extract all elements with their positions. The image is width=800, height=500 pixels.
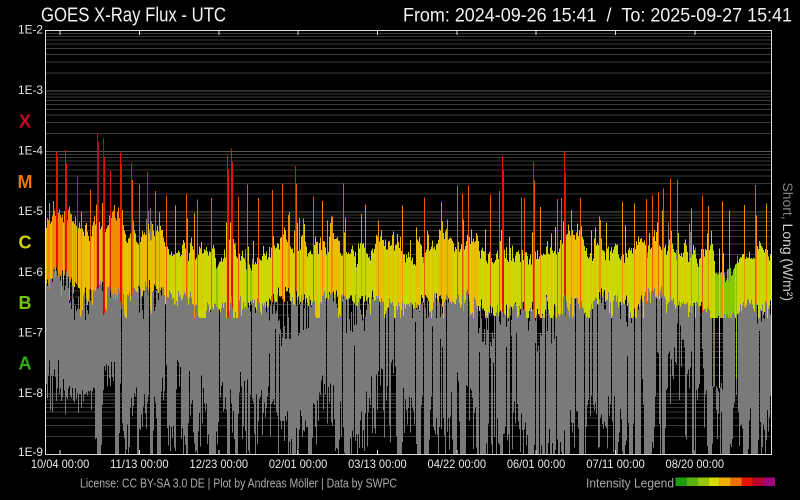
svg-text:GOES X-Ray Flux - UTC: GOES X-Ray Flux - UTC	[41, 5, 226, 27]
svg-text:02/01 00:00: 02/01 00:00	[269, 457, 328, 471]
svg-text:1E-7: 1E-7	[18, 325, 43, 339]
svg-text:From: 2024-09-26 15:41 / To:: From: 2024-09-26 15:41 / To: 2025-09-27 …	[403, 5, 792, 27]
svg-text:1E-4: 1E-4	[18, 144, 43, 158]
svg-text:1E-5: 1E-5	[18, 204, 43, 218]
svg-text:03/13 00:00: 03/13 00:00	[348, 457, 407, 471]
svg-text:C: C	[19, 233, 32, 253]
svg-text:10/04 00:00: 10/04 00:00	[31, 457, 90, 471]
svg-text:1E-9: 1E-9	[18, 445, 43, 459]
svg-text:X: X	[19, 111, 31, 131]
svg-text:04/22 00:00: 04/22 00:00	[428, 457, 487, 471]
svg-text:1E-8: 1E-8	[18, 386, 43, 400]
svg-text:08/20 00:00: 08/20 00:00	[666, 457, 725, 471]
svg-text:11/13 00:00: 11/13 00:00	[110, 457, 169, 471]
svg-text:License: CC BY-SA 3.0 DE | Plo: License: CC BY-SA 3.0 DE | Plot by Andre…	[80, 477, 397, 491]
svg-text:1E-6: 1E-6	[18, 265, 43, 279]
svg-text:07/11 00:00: 07/11 00:00	[586, 457, 645, 471]
svg-text:Short, Long (W/m²): Short, Long (W/m²)	[780, 183, 795, 302]
svg-text:12/23 00:00: 12/23 00:00	[190, 457, 249, 471]
svg-text:1E-2: 1E-2	[18, 23, 43, 37]
svg-text:1E-3: 1E-3	[18, 83, 43, 97]
svg-text:06/01 00:00: 06/01 00:00	[507, 457, 566, 471]
svg-text:B: B	[19, 293, 32, 313]
svg-text:Intensity Legend: Intensity Legend	[586, 477, 674, 491]
svg-text:A: A	[19, 354, 32, 374]
svg-text:M: M	[18, 172, 33, 192]
